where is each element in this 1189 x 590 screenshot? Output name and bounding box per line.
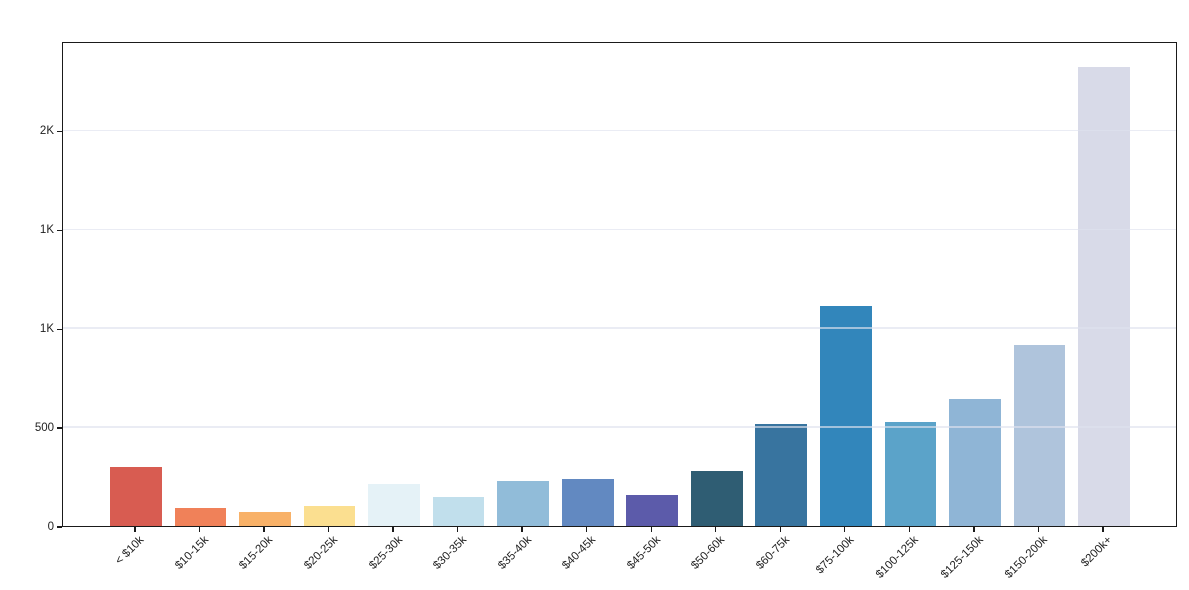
x-tick-mark	[586, 527, 588, 532]
y-tick-mark	[57, 130, 62, 133]
x-tick-mark	[456, 527, 459, 532]
y-tick-mark	[57, 427, 62, 429]
bar-$20-25k	[303, 506, 356, 526]
bar-$75-100k	[819, 306, 872, 526]
gridline-y2000	[63, 129, 1176, 132]
x-tick-label: $50-60k	[689, 534, 728, 572]
bar-$50-60k	[690, 471, 743, 526]
bar-$150-200k	[1013, 345, 1066, 526]
x-tick-mark	[715, 527, 717, 532]
x-tick-mark	[779, 527, 781, 532]
x-tick-label: $60-75k	[753, 534, 792, 572]
y-tick-label: 0	[47, 521, 54, 533]
bar-$200k+	[1078, 67, 1130, 526]
x-tick-label: $25-30k	[366, 534, 405, 572]
bar-$35-40k	[497, 480, 549, 526]
x-tick-mark	[392, 527, 394, 532]
x-tick-label: $30-35k	[431, 534, 470, 572]
bar-$30-35k	[432, 497, 485, 526]
bar-$60-75k	[755, 424, 808, 526]
x-tick-mark	[908, 527, 911, 532]
y-tick-mark	[57, 229, 62, 231]
x-tick-mark	[521, 527, 523, 532]
x-tick-mark	[1102, 527, 1104, 532]
y-tick-mark	[57, 526, 62, 528]
bar-$25-30k	[368, 484, 420, 526]
x-tick-mark	[198, 527, 201, 532]
gridline-y1500	[63, 228, 1176, 231]
x-tick-label: $100-125k	[873, 534, 921, 581]
x-tick-mark	[650, 527, 652, 532]
bar-$45-50k	[626, 494, 679, 526]
x-tick-label: $40-45k	[560, 534, 599, 572]
y-tick-label: 1K	[39, 224, 54, 237]
x-tick-label: $150-200k	[1003, 534, 1050, 581]
x-tick-mark	[263, 527, 265, 532]
bar-$10-15k	[174, 508, 227, 526]
bar-$40-45k	[561, 478, 614, 526]
y-tick-label: 1K	[39, 323, 54, 336]
y-tick-mark	[57, 328, 62, 330]
x-tick-label: $200k+	[1079, 534, 1115, 570]
x-tick-label: $10-15k	[173, 534, 211, 572]
x-tick-label: $125-150k	[938, 534, 986, 581]
bar-$100-125k	[884, 422, 937, 526]
bar-$15-20k	[239, 511, 291, 526]
x-tick-label: $45-50k	[624, 534, 663, 572]
y-tick-label: 500	[34, 422, 54, 435]
gridline-y1000	[63, 327, 1176, 329]
x-tick-mark	[1037, 527, 1040, 532]
x-tick-label: $75-100k	[813, 534, 857, 577]
x-tick-label: $35-40k	[495, 534, 534, 572]
y-tick-label: 2K	[39, 125, 54, 138]
x-tick-mark	[844, 527, 846, 532]
x-tick-label: < $10k	[113, 534, 147, 568]
x-tick-label: $15-20k	[237, 534, 276, 572]
plot-area	[62, 42, 1177, 527]
bar-$125-150k	[949, 398, 1001, 526]
x-tick-mark	[134, 527, 136, 532]
x-tick-label: $20-25k	[302, 534, 341, 572]
gridline-y500	[63, 426, 1176, 428]
x-tick-mark	[973, 527, 975, 532]
x-tick-mark	[327, 527, 330, 532]
bar-< $10k	[110, 467, 162, 526]
